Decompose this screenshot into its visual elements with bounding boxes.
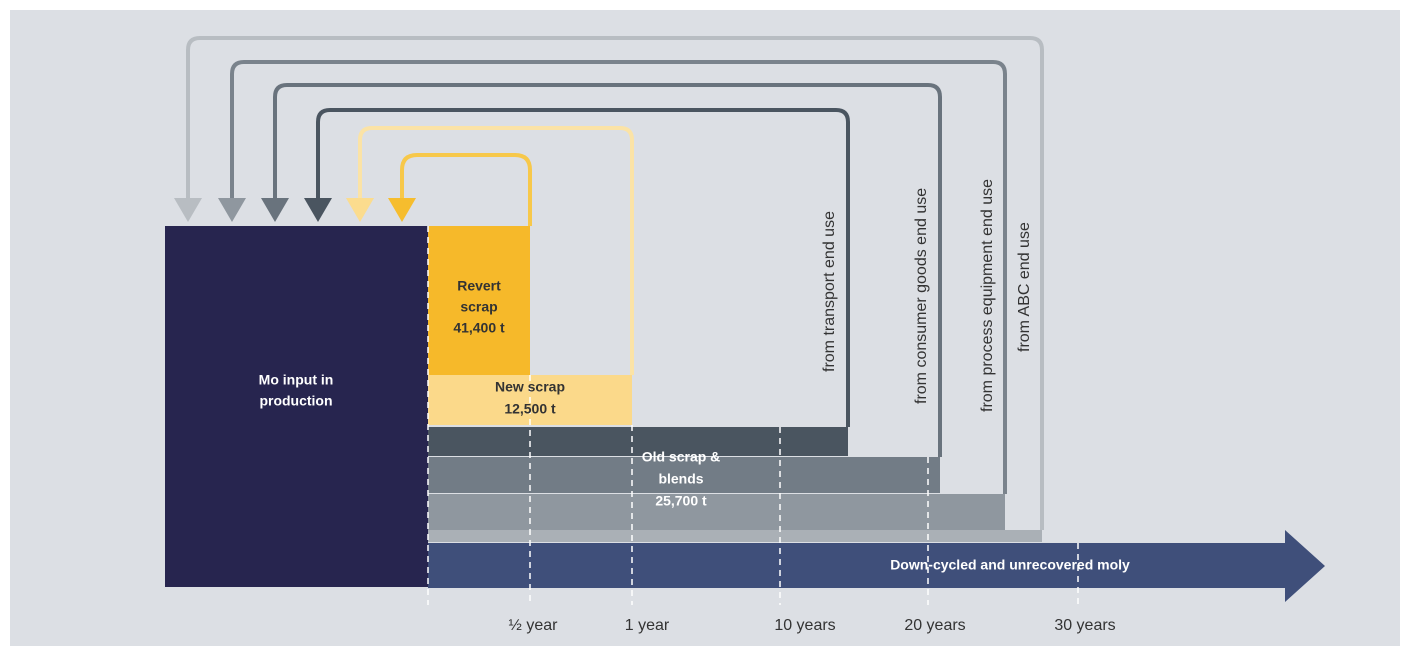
arrowhead xyxy=(346,198,374,222)
time-label: 30 years xyxy=(1054,617,1115,634)
block-label: production xyxy=(259,393,332,409)
loop-label: from consumer goods end use xyxy=(913,188,930,404)
block-label: Revert xyxy=(457,278,501,294)
loop-label: from transport end use xyxy=(821,211,838,372)
transport-bar xyxy=(428,427,848,456)
revert-loop xyxy=(400,153,532,226)
downcycled-arrow xyxy=(428,530,1325,602)
abc-loop xyxy=(186,36,1044,530)
block-label: Down-cycled and unrecovered moly xyxy=(890,557,1130,573)
block-label: Mo input in xyxy=(259,372,334,388)
arrowheads xyxy=(174,198,416,222)
time-gridlines xyxy=(427,226,1079,605)
arrowhead xyxy=(388,198,416,222)
time-label: ½ year xyxy=(509,617,559,634)
arrowhead xyxy=(218,198,246,222)
time-label: 20 years xyxy=(904,617,965,634)
process-loop xyxy=(230,60,1007,494)
block-label: New scrap xyxy=(495,379,565,395)
block-label: Old scrap & xyxy=(642,449,721,465)
time-label: 1 year xyxy=(625,617,670,634)
block-label: scrap xyxy=(460,299,497,315)
revert-block xyxy=(428,226,530,375)
block-label: blends xyxy=(658,471,703,487)
loop-label: from ABC end use xyxy=(1016,222,1033,352)
consumer-loop xyxy=(273,83,942,457)
arrowhead xyxy=(304,198,332,222)
new-scrap-loop xyxy=(358,126,634,375)
transport-loop xyxy=(316,108,850,427)
block-label: 41,400 t xyxy=(453,320,505,336)
input-block xyxy=(165,226,428,587)
arrowhead xyxy=(261,198,289,222)
consumer-bar xyxy=(428,457,940,493)
block-label: 25,700 t xyxy=(655,493,707,509)
block-label: 12,500 t xyxy=(504,401,556,417)
time-label: 10 years xyxy=(774,617,835,634)
arrowhead xyxy=(174,198,202,222)
loop-label: from process equipment end use xyxy=(979,179,996,412)
abc-bar xyxy=(428,530,1042,542)
process-bar xyxy=(428,494,1005,530)
